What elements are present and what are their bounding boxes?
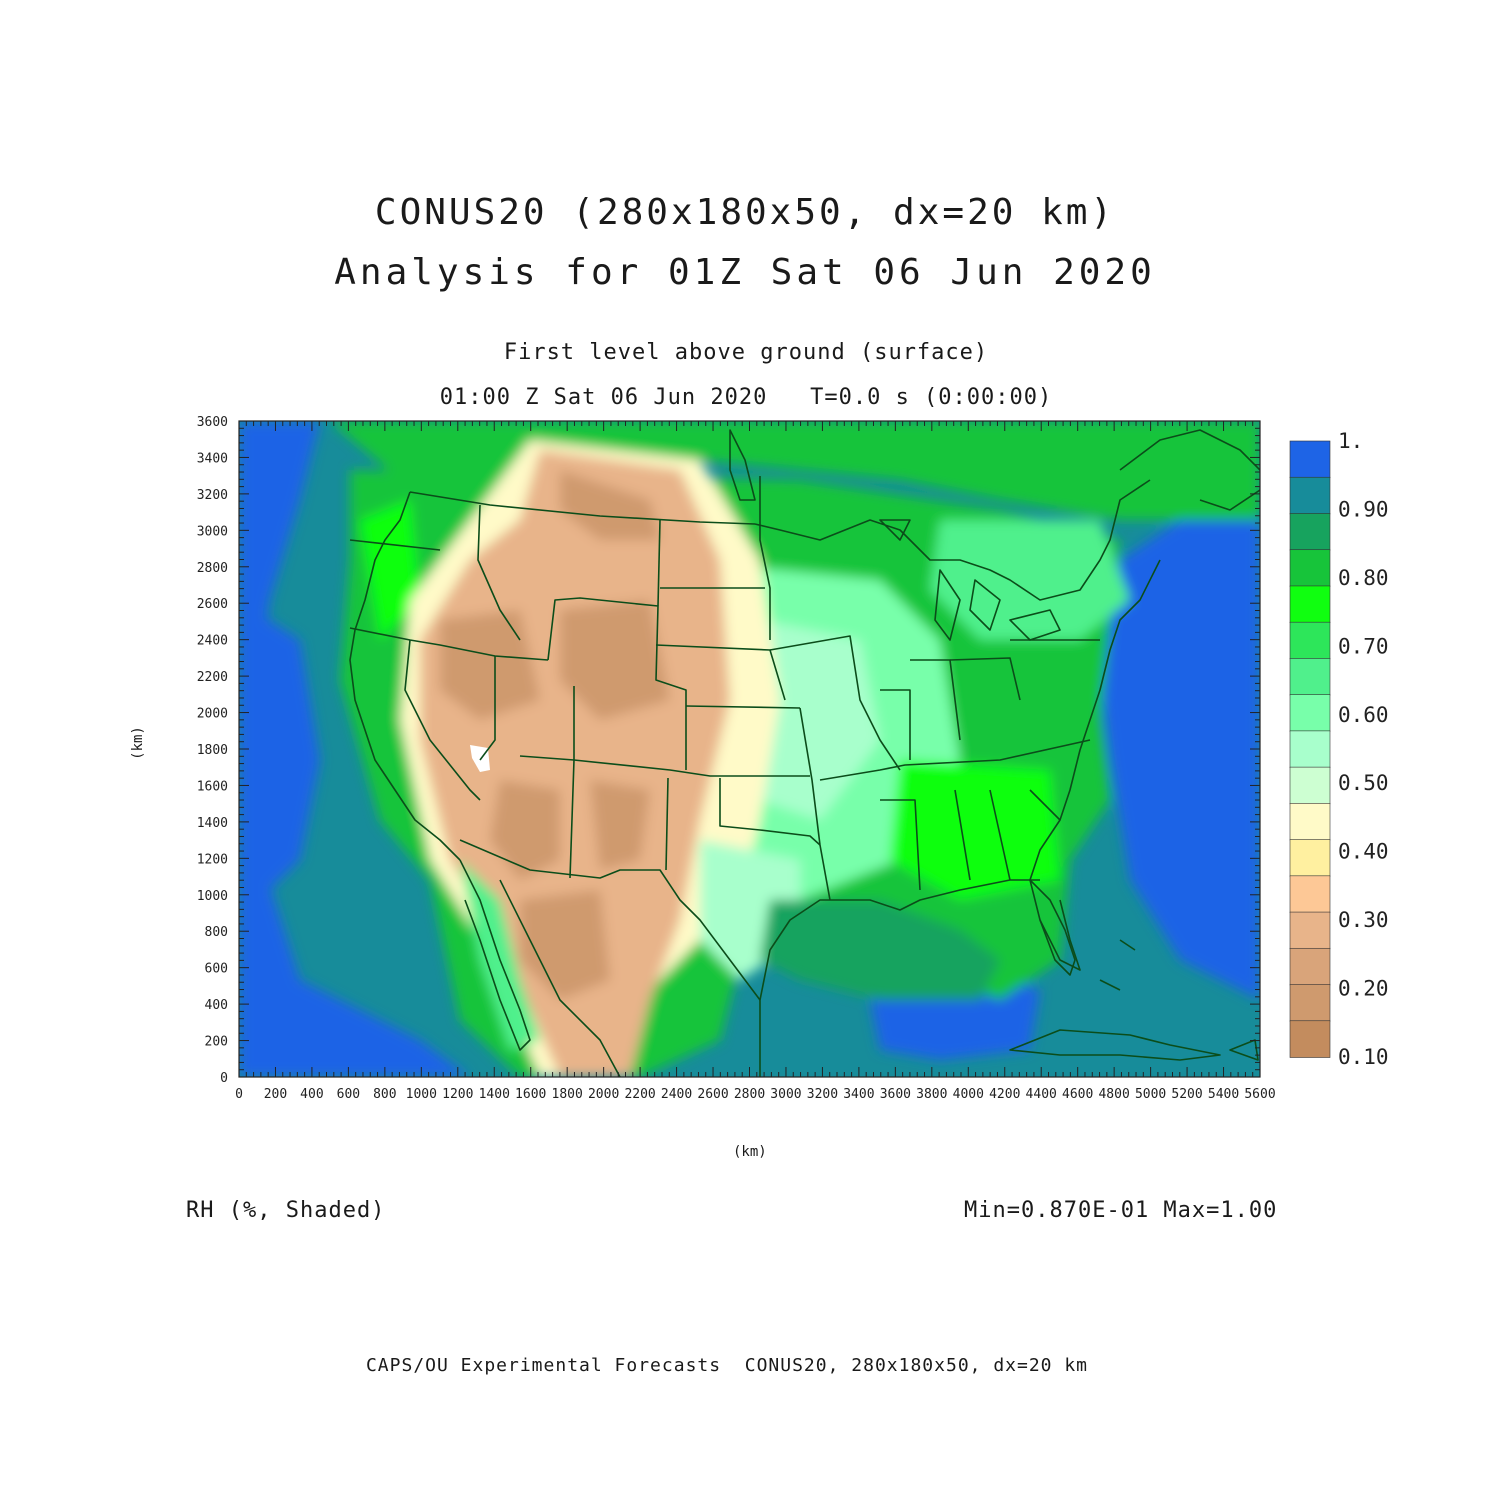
y-tick-label: 1400 [197,816,228,831]
y-tick-label: 1200 [197,852,228,867]
y-tick-label: 3000 [197,524,228,539]
y-tick-label: 400 [205,998,228,1013]
colorbar-swatch [1289,549,1331,587]
colorbar-swatch [1289,947,1331,986]
colorbar-swatch [1289,585,1331,623]
colorbar-swatch [1289,513,1331,551]
colorbar-swatch [1289,730,1331,768]
rh-field [239,421,1260,1077]
x-tick-label: 2200 [624,1087,655,1102]
colorbar-swatch [1289,839,1331,877]
level-subtitle: First level above ground (surface) [503,340,989,365]
x-tick-label: 1600 [515,1087,546,1102]
colorbar-label: 0.70 [1338,634,1389,658]
y-tick-label: 0 [220,1071,228,1086]
colorbar-label: 0.90 [1338,497,1389,521]
y-tick-label: 1000 [197,889,228,904]
colorbar-swatch [1289,766,1331,805]
colorbar-label: 0.20 [1338,977,1389,1001]
y-tick-label: 3200 [197,488,228,503]
colorbar: 1. 0.90 0.80 0.70 0.60 0.50 0.40 0.30 0.20 0.10 [1289,429,1389,1069]
colorbar-label: 0.60 [1338,703,1389,727]
y-axis-label: (km) [129,726,146,760]
main-title-line2: Analysis for 01Z Sat 06 Jun 2020 [334,252,1156,293]
colorbar-swatch [1289,911,1331,950]
x-tick-label: 1800 [552,1087,583,1102]
colorbar-swatch [1289,694,1331,732]
y-tick-label: 3600 [197,415,228,430]
x-tick-label: 4800 [1098,1087,1129,1102]
y-axis-ticks: 0 200 400 600 800 1000 1200 1400 1600 1800 2000 220… [197,415,228,1086]
main-title-line1: CONUS20 (280x180x50, dx=20 km) [374,192,1116,233]
x-tick-label: 3800 [916,1087,947,1102]
colorbar-swatch [1289,1020,1331,1058]
colorbar-label: 0.50 [1338,771,1389,795]
x-tick-label: 4000 [953,1087,984,1102]
y-tick-label: 3400 [197,451,228,466]
x-tick-label: 1000 [406,1087,437,1102]
x-tick-label: 2000 [588,1087,619,1102]
colorbar-label: 0.40 [1338,840,1389,864]
y-tick-label: 800 [205,925,228,940]
x-tick-label: 3600 [880,1087,911,1102]
y-tick-label: 200 [205,1035,228,1050]
field-stats: Min=0.870E-01 Max=1.00 [964,1198,1278,1223]
y-tick-label: 2000 [197,707,228,722]
colorbar-swatch [1289,803,1331,841]
field-label: RH (%, Shaded) [186,1198,386,1223]
x-axis-label: (km) [733,1144,767,1160]
x-tick-label: 2400 [661,1087,692,1102]
colorbar-swatch [1289,621,1331,660]
y-tick-label: 1600 [197,779,228,794]
colorbar-swatch [1289,984,1331,1022]
x-tick-label: 200 [264,1087,287,1102]
x-tick-label: 5600 [1244,1087,1275,1102]
colorbar-swatch [1289,658,1331,696]
x-tick-label: 4600 [1062,1087,1093,1102]
colorbar-label: 0.10 [1338,1045,1389,1069]
x-tick-label: 600 [337,1087,360,1102]
time-subtitle: 01:00 Z Sat 06 Jun 2020 T=0.0 s (0:00:00… [439,385,1053,410]
colorbar-swatch [1289,476,1331,515]
x-tick-label: 4400 [1026,1087,1057,1102]
colorbar-label: 1. [1338,429,1363,453]
y-tick-label: 2800 [197,561,228,576]
colorbar-swatch [1289,440,1331,479]
x-tick-label: 4200 [989,1087,1020,1102]
x-tick-label: 3000 [770,1087,801,1102]
y-tick-label: 2200 [197,670,228,685]
y-tick-label: 600 [205,962,228,977]
x-tick-label: 1200 [442,1087,473,1102]
x-tick-label: 800 [373,1087,396,1102]
x-tick-label: 5400 [1208,1087,1239,1102]
state-boundaries [349,429,1260,1077]
x-axis-ticks: 0 200 400 600 800 1000 1200 1400 1600 1800 2000 220… [235,1087,1276,1102]
x-tick-label: 0 [235,1087,243,1102]
x-tick-label: 3200 [807,1087,838,1102]
y-tick-label: 2600 [197,597,228,612]
x-tick-label: 5000 [1135,1087,1166,1102]
footer-credit: CAPS/OU Experimental Forecasts CONUS20, … [365,1355,1089,1376]
y-tick-label: 1800 [197,743,228,758]
x-tick-label: 2600 [697,1087,728,1102]
x-tick-label: 3400 [843,1087,874,1102]
y-tick-label: 2400 [197,634,228,649]
colorbar-label: 0.30 [1338,908,1389,932]
x-tick-label: 5200 [1171,1087,1202,1102]
colorbar-label: 0.80 [1338,566,1389,590]
x-tick-label: 2800 [734,1087,765,1102]
x-tick-label: 400 [300,1087,323,1102]
colorbar-swatch [1289,875,1331,913]
x-tick-label: 1400 [479,1087,510,1102]
